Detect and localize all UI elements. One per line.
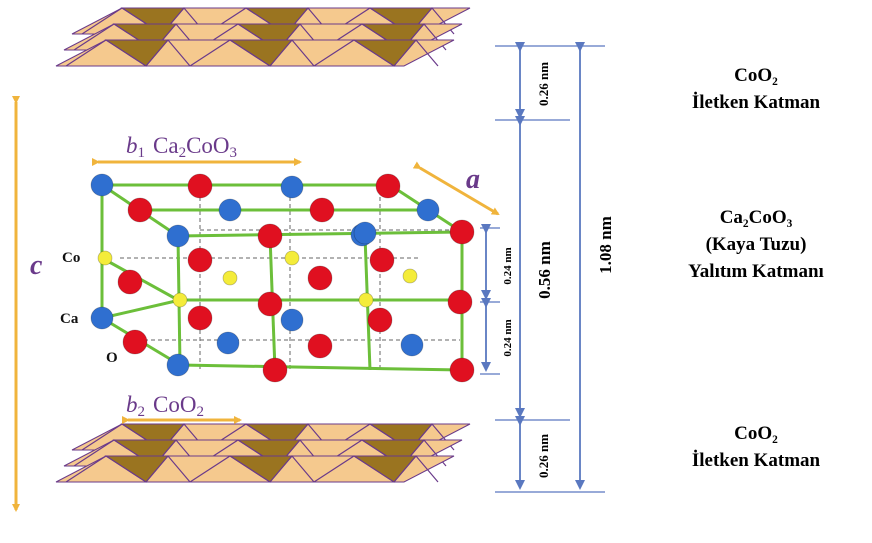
top-coo2-octahedral-layer bbox=[55, 7, 471, 67]
c-axis-label: c bbox=[30, 250, 43, 281]
ca-atom bbox=[166, 353, 190, 377]
top-layer-dimension-label: 0.26 nm bbox=[536, 62, 551, 106]
ca-atom bbox=[90, 306, 114, 330]
o-atom bbox=[262, 357, 288, 383]
o-atom bbox=[187, 173, 213, 199]
a-axis-label: a bbox=[466, 164, 480, 195]
top-layer-name: İletken Katman bbox=[691, 92, 821, 113]
ca-atom bbox=[216, 331, 240, 355]
o-atom bbox=[447, 289, 473, 315]
o-atom bbox=[257, 291, 283, 317]
bottom-layer-formula: CoO₂ bbox=[734, 423, 778, 444]
bottom-layer-name: İletken Katman bbox=[691, 450, 821, 471]
middle-layer-description: Ca₂CoO₃ (Kaya Tuzu) Yalıtım Katmanı bbox=[641, 204, 871, 285]
total-dimension-label: 1.08 nm bbox=[596, 216, 615, 274]
o-atom bbox=[117, 269, 143, 295]
bottom-coo2-octahedral-layer bbox=[55, 423, 471, 483]
o-atom bbox=[187, 305, 213, 331]
o-atom bbox=[257, 223, 283, 249]
co-atom bbox=[284, 250, 300, 266]
o-atom bbox=[369, 247, 395, 273]
atom-label-o: O bbox=[106, 350, 118, 366]
b2-label: b2 CoO2 bbox=[126, 392, 204, 420]
ca-atom bbox=[416, 198, 440, 222]
ca-atom bbox=[400, 333, 424, 357]
bottom-layer-dimension-label: 0.26 nm bbox=[536, 434, 551, 478]
o-atom bbox=[375, 173, 401, 199]
co-atom bbox=[172, 292, 188, 308]
ca-atom bbox=[353, 221, 377, 245]
ca-atom bbox=[166, 224, 190, 248]
co-atom bbox=[97, 250, 113, 266]
co-atom bbox=[222, 270, 238, 286]
co-atom bbox=[358, 292, 374, 308]
atom-label-co: Co bbox=[62, 250, 80, 266]
o-atom bbox=[127, 197, 153, 223]
rock-salt-lattice bbox=[90, 173, 475, 383]
o-atom bbox=[187, 247, 213, 273]
o-atom bbox=[449, 357, 475, 383]
o-atom bbox=[449, 219, 475, 245]
middle-layer-dimension-label: 0.56 nm bbox=[535, 241, 554, 299]
top-layer-formula: CoO₂ bbox=[734, 65, 778, 86]
ca-atom bbox=[280, 175, 304, 199]
sub-upper-dimension-label: 0.24 nm bbox=[502, 247, 514, 284]
ca-atom bbox=[280, 308, 304, 332]
o-atom bbox=[307, 265, 333, 291]
a-axis-arrow bbox=[412, 161, 500, 216]
b1-label: b1 Ca2CoO3 bbox=[126, 133, 237, 161]
o-atom bbox=[307, 333, 333, 359]
sub-lower-dimension-label: 0.24 nm bbox=[502, 319, 514, 356]
o-atom bbox=[122, 329, 148, 355]
ca-atom bbox=[218, 198, 242, 222]
co-atom bbox=[402, 268, 418, 284]
ca-atom bbox=[90, 173, 114, 197]
middle-layer-name: Yalıtım Katmanı bbox=[688, 261, 824, 282]
b1-formula: Ca2CoO3 bbox=[153, 133, 237, 161]
o-atom bbox=[367, 307, 393, 333]
bottom-layer-description: CoO₂ İletken Katman bbox=[641, 420, 871, 474]
middle-layer-type: (Kaya Tuzu) bbox=[705, 234, 807, 255]
b2-formula: CoO2 bbox=[153, 392, 204, 420]
middle-layer-formula: Ca₂CoO₃ bbox=[719, 207, 793, 228]
atom-label-ca: Ca bbox=[60, 311, 79, 327]
top-layer-description: CoO₂ İletken Katman bbox=[641, 62, 871, 116]
o-atom bbox=[309, 197, 335, 223]
